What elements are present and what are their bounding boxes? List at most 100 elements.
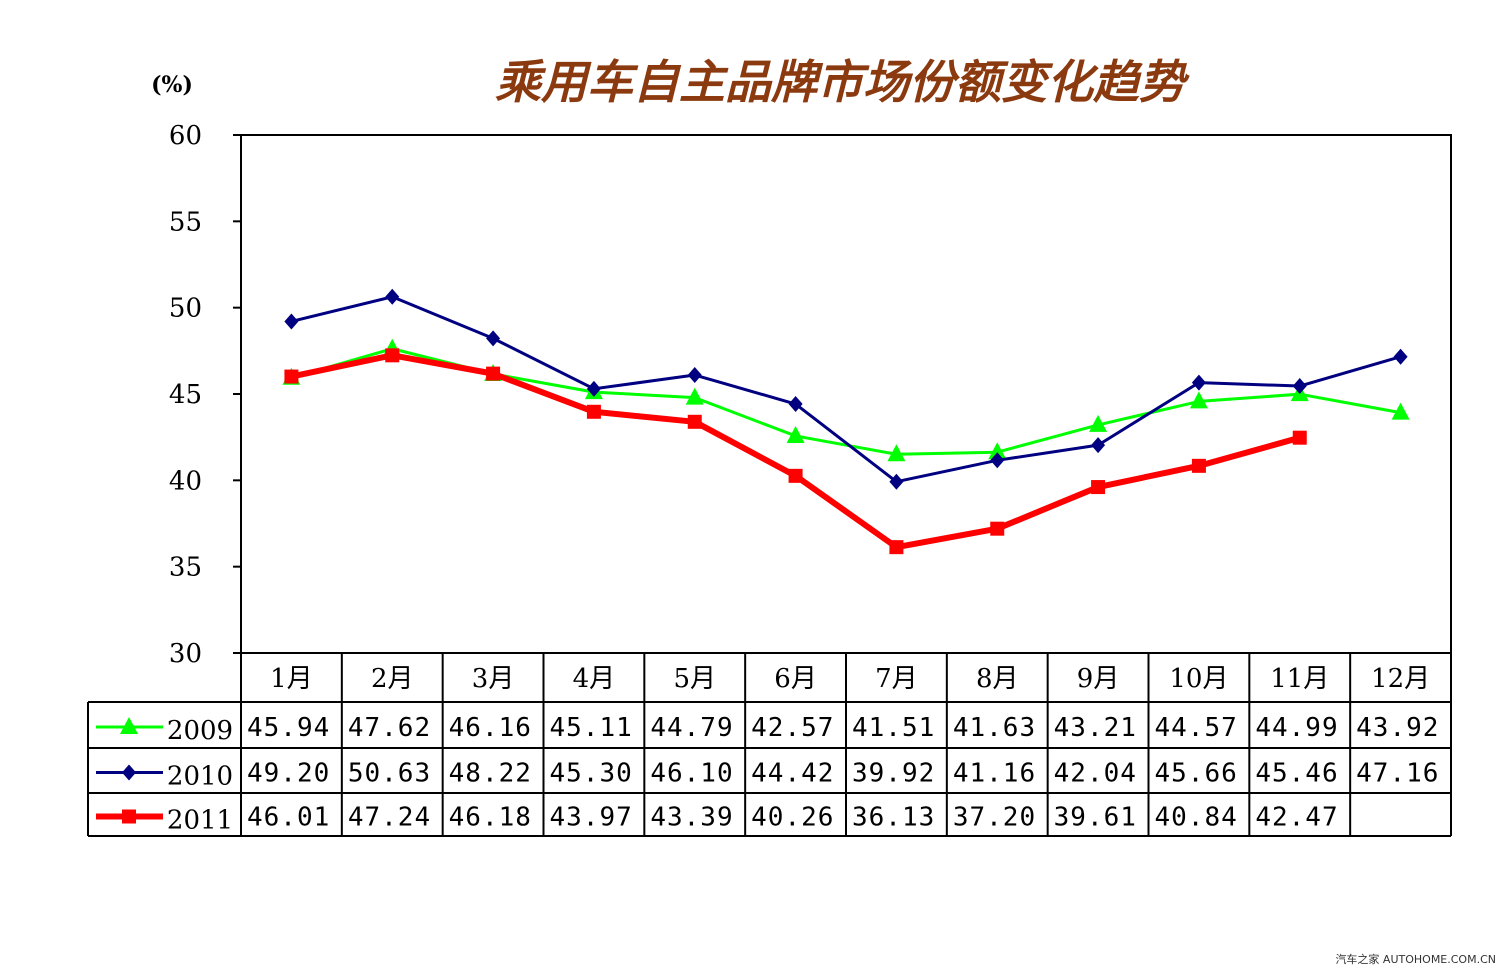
data-point <box>385 288 400 305</box>
data-point <box>687 367 702 384</box>
table-cell: 43.21 <box>1054 713 1137 743</box>
y-tick-label: 45 <box>169 380 202 410</box>
table-cell: 39.92 <box>852 759 935 789</box>
table-cell: 43.39 <box>650 803 733 833</box>
table-cell: 44.42 <box>751 759 834 789</box>
category-label: 3月 <box>472 664 515 694</box>
data-point <box>990 521 1005 536</box>
data-point <box>486 330 501 347</box>
watermark: 汽车之家 AUTOHOME.COM.CN <box>1335 953 1496 966</box>
data-point <box>889 540 904 555</box>
y-tick-label: 30 <box>169 639 202 669</box>
table-cell: 45.46 <box>1255 759 1338 789</box>
category-label: 5月 <box>673 664 716 694</box>
legend-key-2010 <box>96 764 163 781</box>
plot-border <box>240 134 1452 654</box>
data-point <box>687 414 702 429</box>
data-point <box>284 313 299 330</box>
data-point <box>1189 391 1208 409</box>
data-point <box>788 396 803 413</box>
chart-title: 乘用车自主品牌市场份额变化趋势 <box>495 55 1190 109</box>
data-point <box>284 369 299 384</box>
table-row: 2009 45.94 47.62 46.16 45.11 44.79 42.57 41.51 4… <box>96 713 1438 746</box>
data-point <box>1292 430 1307 445</box>
data-point <box>1292 378 1307 395</box>
table-cell: 44.99 <box>1255 713 1338 743</box>
series-line <box>290 352 1301 551</box>
category-label: 10月 <box>1169 664 1228 694</box>
legend-label: 2011 <box>167 806 233 836</box>
table-cell: 47.16 <box>1356 759 1439 789</box>
data-point <box>1091 480 1106 495</box>
data-point <box>889 473 904 490</box>
data-point <box>1091 437 1106 454</box>
table-cell: 40.84 <box>1155 803 1238 833</box>
data-point <box>1391 402 1410 420</box>
series-2011 <box>284 348 1307 555</box>
data-point <box>122 764 136 781</box>
series-line <box>291 295 1402 484</box>
category-label: 12月 <box>1371 664 1430 694</box>
y-axis-label: (%) <box>151 72 193 98</box>
category-label: 11月 <box>1270 664 1329 694</box>
table-cell: 50.63 <box>348 759 431 789</box>
data-point <box>586 404 601 419</box>
data-point <box>1191 374 1206 391</box>
legend-key-2011 <box>96 809 163 824</box>
table-cell: 41.63 <box>953 713 1036 743</box>
table-cell: 42.47 <box>1255 803 1338 833</box>
category-label: 7月 <box>875 664 918 694</box>
table-row: 2010 49.20 50.63 48.22 45.30 46.10 44.42 39.92 4… <box>96 759 1439 792</box>
table-cell: 44.57 <box>1155 713 1238 743</box>
data-point <box>786 425 805 443</box>
data-point <box>1191 458 1206 473</box>
table-cell: 48.22 <box>449 759 532 789</box>
data-point <box>1393 348 1408 365</box>
table-cell: 41.51 <box>852 713 935 743</box>
table-cell: 47.62 <box>348 713 431 743</box>
data-point <box>1089 414 1108 432</box>
data-point <box>788 468 803 483</box>
legend-label: 2009 <box>167 716 233 746</box>
y-tick-label: 50 <box>169 294 202 324</box>
data-point <box>385 348 400 363</box>
legend-key-2009 <box>96 717 163 734</box>
category-label: 2月 <box>371 664 414 694</box>
table-cell: 45.11 <box>550 713 633 743</box>
table-cell: 46.01 <box>247 803 330 833</box>
data-point <box>120 717 138 734</box>
table-row: 2011 46.01 47.24 46.18 43.97 43.39 40.26 36.13 3… <box>96 803 1338 836</box>
table-cell: 41.16 <box>953 759 1036 789</box>
table-cell: 46.10 <box>650 759 733 789</box>
category-label: 6月 <box>774 664 817 694</box>
legend-label: 2010 <box>167 762 233 792</box>
table-cell: 42.04 <box>1054 759 1137 789</box>
series-2010 <box>284 288 1408 490</box>
category-label: 8月 <box>976 664 1019 694</box>
table-cell: 45.66 <box>1155 759 1238 789</box>
data-table: 1月 2月 3月 4月 5月 6月 7月 8月 9月 10月 11月 12月 2009 45.94 47.6… <box>87 652 1452 837</box>
table-cell: 45.94 <box>247 713 330 743</box>
table-cell: 39.61 <box>1054 803 1137 833</box>
y-tick-label: 55 <box>169 207 202 237</box>
y-tick-label: 40 <box>169 466 202 496</box>
data-point <box>990 452 1005 469</box>
plot-area <box>240 134 1452 654</box>
category-label: 1月 <box>270 664 313 694</box>
table-cell: 37.20 <box>953 803 1036 833</box>
table-cell: 46.16 <box>449 713 532 743</box>
data-point <box>887 444 906 462</box>
table-cell: 40.26 <box>751 803 834 833</box>
data-point <box>586 380 601 397</box>
data-point <box>685 387 704 405</box>
y-tick-label: 60 <box>169 121 202 151</box>
category-label: 4月 <box>573 664 616 694</box>
y-axis-ticks: 60 55 50 45 40 35 30 <box>169 121 241 669</box>
table-cell: 36.13 <box>852 803 935 833</box>
table-cell: 49.20 <box>247 759 330 789</box>
table-cell: 43.97 <box>550 803 633 833</box>
table-cell: 44.79 <box>650 713 733 743</box>
series-layer <box>282 288 1410 555</box>
data-point <box>486 366 501 381</box>
